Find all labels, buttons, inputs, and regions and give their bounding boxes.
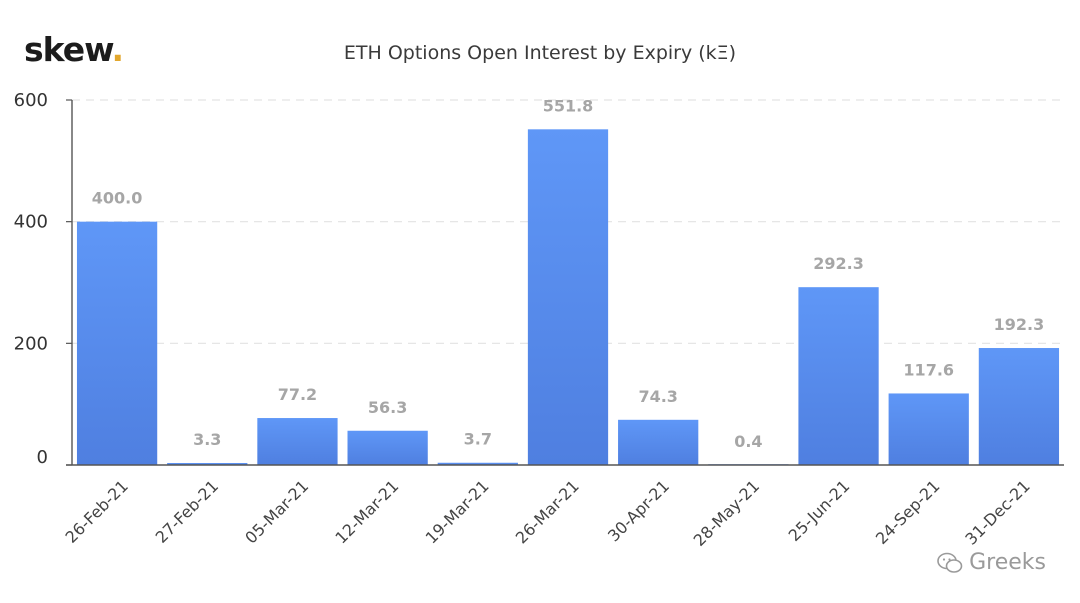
x-tick-label: 19-Mar-21 (422, 476, 493, 547)
x-tick-label: 27-Feb-21 (152, 476, 222, 546)
x-tick-label: 12-Mar-21 (331, 476, 402, 547)
bar (437, 462, 518, 465)
watermark: Greeks (937, 550, 1046, 575)
brand-name: skew (24, 30, 112, 69)
x-tick-labels: 26-Feb-21 27-Feb-21 05-Mar-21 12-Mar-21 19-M… (61, 476, 1033, 550)
bar (978, 348, 1060, 465)
bar (527, 129, 609, 466)
data-labels: 400.0 3.3 77.2 56.3 3.7 551.8 74.3 0.4 292.3 117.… (92, 96, 1044, 450)
x-tick-label: 25-Jun-21 (785, 476, 854, 545)
bar (167, 462, 248, 465)
data-label: 117.6 (903, 360, 954, 379)
chart-title: ETH Options Open Interest by Expiry (kΞ) (343, 42, 737, 64)
x-tick-label: 31-Dec-21 (961, 476, 1033, 548)
brand-dot: . (111, 30, 124, 69)
data-label: 192.3 (994, 315, 1045, 334)
bar (347, 430, 428, 465)
data-label: 551.8 (543, 96, 594, 115)
y-tick-label: 400 (14, 212, 48, 233)
data-label: 74.3 (638, 387, 677, 406)
x-tick-label: 24-Sep-21 (872, 476, 944, 548)
data-label: 400.0 (92, 189, 143, 208)
axes (66, 99, 1064, 466)
data-label: 292.3 (813, 254, 864, 273)
bar (76, 221, 158, 465)
watermark-text: Greeks (969, 550, 1046, 575)
y-tick-label: 0 (37, 447, 48, 468)
bar (618, 419, 699, 465)
bar (888, 393, 969, 465)
x-tick-label: 26-Feb-21 (61, 476, 131, 546)
data-label: 3.3 (193, 430, 221, 449)
wechat-icon (937, 552, 963, 573)
bar (257, 418, 338, 465)
bar (798, 287, 879, 465)
x-tick-label: 30-Apr-21 (604, 476, 673, 545)
x-tick-label: 28-May-21 (690, 476, 764, 550)
data-label: 56.3 (368, 398, 407, 417)
y-tick-label: 600 (14, 90, 48, 111)
x-tick-label: 05-Mar-21 (241, 476, 312, 547)
y-tick-labels: 0 200 400 600 (14, 90, 48, 468)
y-tick-label: 200 (14, 333, 48, 354)
x-tick-label: 26-Mar-21 (512, 476, 583, 547)
data-label: 3.7 (464, 430, 492, 449)
data-label: 0.4 (734, 432, 762, 451)
data-label: 77.2 (278, 385, 317, 404)
brand-logo: skew. (24, 30, 124, 69)
bars (76, 129, 1060, 466)
